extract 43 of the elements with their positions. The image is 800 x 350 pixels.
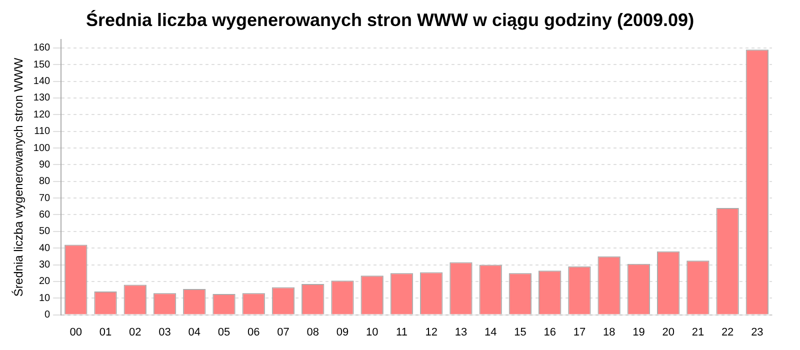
- x-tick-label: 02: [129, 326, 142, 338]
- y-tick-label: 80: [38, 176, 51, 188]
- x-tick-label: 00: [70, 326, 82, 338]
- x-tick-label: 12: [425, 326, 438, 338]
- y-tick-label: 110: [34, 126, 51, 138]
- y-tick-label: 60: [38, 209, 51, 220]
- y-tick-label: 90: [38, 159, 51, 170]
- x-tick-label: 22: [721, 326, 734, 338]
- x-tick-label: 15: [514, 326, 526, 338]
- y-tick-label: 20: [38, 276, 51, 288]
- x-tick-label: 11: [396, 326, 408, 338]
- x-tick-label: 05: [218, 326, 230, 338]
- x-tick-label: 20: [662, 326, 674, 338]
- y-tick-label: 100: [33, 142, 51, 154]
- y-tick-label: 0: [44, 310, 51, 321]
- x-tick-label: 06: [248, 326, 260, 338]
- x-tick-label: 23: [751, 326, 764, 338]
- x-tick-label: 13: [454, 326, 468, 338]
- y-tick-label: 10: [38, 292, 51, 304]
- y-tick-label: 150: [33, 59, 51, 70]
- x-tick-label: 21: [692, 326, 704, 338]
- x-tick-label: 18: [602, 326, 616, 338]
- x-tick-label: 01: [99, 326, 112, 338]
- y-tick-label: 70: [38, 192, 51, 204]
- y-tick-label: 40: [38, 242, 51, 254]
- x-tick-label: 19: [632, 326, 645, 338]
- x-tick-label: 17: [573, 326, 586, 338]
- y-tick-label: 160: [33, 42, 51, 54]
- x-tick-label: 07: [277, 326, 290, 338]
- x-tick-label: 09: [336, 326, 349, 338]
- x-tick-label: 03: [158, 326, 171, 338]
- x-tick-label: 04: [188, 326, 201, 338]
- x-tick-label: 16: [544, 326, 556, 338]
- chart-title: Średnia liczba wygenerowanych stron WWW w ciągu godziny (2009.09): [86, 10, 694, 30]
- y-tick-label: 30: [38, 260, 51, 271]
- y-axis-title: Średnia liczba wygenerowanych stron WWW: [12, 57, 26, 297]
- y-tick-label: 130: [33, 92, 51, 104]
- y-tick-label: 50: [38, 226, 51, 238]
- y-tick-label: 120: [33, 109, 51, 120]
- x-tick-label: 10: [366, 326, 378, 338]
- x-tick-label: 08: [306, 326, 319, 338]
- x-tick-label: 14: [484, 326, 497, 338]
- y-tick-label: 140: [33, 76, 51, 88]
